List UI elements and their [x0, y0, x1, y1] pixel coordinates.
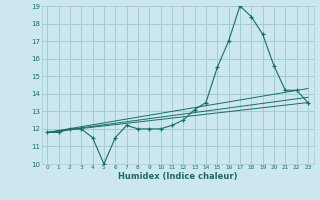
X-axis label: Humidex (Indice chaleur): Humidex (Indice chaleur) — [118, 172, 237, 181]
